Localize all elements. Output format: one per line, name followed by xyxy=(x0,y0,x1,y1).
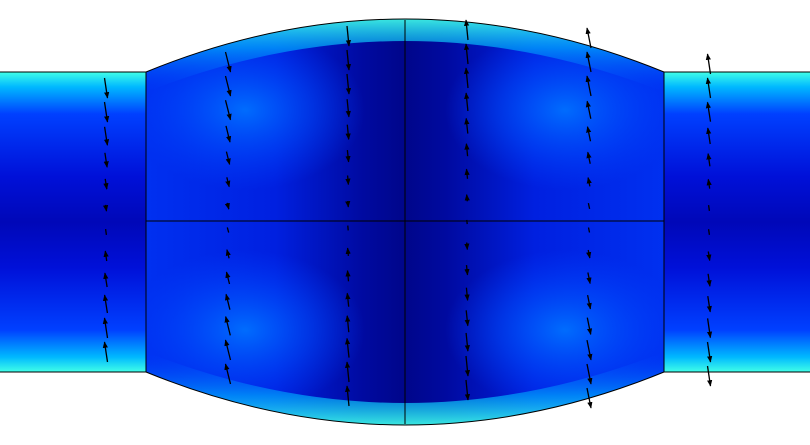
vector-arrow xyxy=(586,363,593,385)
vector-arrow xyxy=(224,51,232,73)
vector-arrow xyxy=(464,242,470,251)
vector-arrow xyxy=(705,77,712,99)
vector-arrow xyxy=(103,178,109,190)
vector-arrow xyxy=(706,153,712,167)
vector-arrow xyxy=(224,339,232,361)
vector-arrow xyxy=(224,315,231,336)
vector-arrow xyxy=(586,387,593,409)
vector-arrow xyxy=(707,205,711,211)
vector-arrow xyxy=(585,27,592,49)
vector-arrow xyxy=(464,332,470,352)
right-pipe-section xyxy=(664,72,810,372)
vector-arrow xyxy=(464,168,470,179)
vector-arrow xyxy=(585,51,592,73)
vector-arrow xyxy=(103,152,109,168)
vector-arrow xyxy=(224,293,231,310)
vector-arrow xyxy=(345,150,351,163)
vector-arrow xyxy=(345,124,351,140)
vector-arrow xyxy=(102,294,109,314)
vector-arrow xyxy=(586,339,593,361)
vector-arrow xyxy=(103,204,109,212)
vector-arrow xyxy=(224,100,232,121)
vector-arrow xyxy=(225,125,232,143)
vector-arrow xyxy=(224,75,232,97)
vector-arrow xyxy=(345,49,352,71)
vector-arrow xyxy=(464,92,470,112)
vector-arrow xyxy=(705,53,712,75)
vector-arrow xyxy=(585,75,592,97)
vector-arrow xyxy=(103,101,110,123)
vector-arrow xyxy=(345,175,351,186)
vector-arrow xyxy=(464,287,470,301)
vector-arrow xyxy=(345,292,351,307)
vector-arrow xyxy=(586,151,592,164)
vector-arrow xyxy=(345,315,351,333)
vector-arrow xyxy=(463,43,470,65)
vector-arrow xyxy=(345,99,351,118)
vector-arrow xyxy=(706,251,712,262)
vector-arrow xyxy=(464,143,470,157)
vector-arrow xyxy=(103,250,109,262)
vector-arrow xyxy=(226,227,230,233)
vector-arrow xyxy=(103,272,109,288)
vector-arrow xyxy=(707,229,711,235)
vector-arrow xyxy=(586,176,592,187)
vector-arrow xyxy=(587,227,591,233)
vector-arrow xyxy=(705,101,712,122)
vector-arrow xyxy=(102,317,109,339)
vector-arrow xyxy=(586,272,592,285)
vector-arrow xyxy=(706,296,712,313)
vector-arrow xyxy=(463,19,470,41)
vector-arrow xyxy=(103,77,110,99)
vector-arrow xyxy=(345,270,351,282)
vector-arrow xyxy=(344,385,351,407)
mesh-outline xyxy=(0,18,810,426)
vector-arrow xyxy=(586,126,592,142)
vector-arrow xyxy=(706,273,712,287)
vector-arrow xyxy=(586,249,592,259)
vector-arrow xyxy=(706,365,713,387)
vector-arrow xyxy=(345,200,351,208)
vector-arrow xyxy=(585,100,592,119)
vector-arrow xyxy=(225,249,231,259)
vector-arrow xyxy=(586,294,592,310)
vector-arrow xyxy=(225,151,231,166)
vector-arrow xyxy=(464,265,470,276)
vector-arrow xyxy=(464,310,470,327)
vector-arrow xyxy=(345,73,352,95)
vector-arrow xyxy=(706,127,712,145)
vector-arrow xyxy=(345,25,352,47)
vector-arrow xyxy=(586,317,593,336)
vector-arrow xyxy=(103,126,110,146)
vector-arrow xyxy=(225,271,231,285)
vector-arrow xyxy=(224,202,230,210)
vector-arrow xyxy=(464,355,471,377)
left-pipe-section xyxy=(0,72,146,372)
vector-arrow xyxy=(224,363,232,385)
vector-arrow xyxy=(464,117,470,134)
vector-arrow xyxy=(464,194,470,202)
vector-arrow xyxy=(706,178,712,189)
vector-arrow xyxy=(706,341,713,363)
vector-arrow xyxy=(225,177,231,188)
vector-arrow xyxy=(464,379,471,401)
vector-arrow xyxy=(345,337,351,358)
vector-arrow xyxy=(344,361,351,383)
vector-arrow xyxy=(587,202,591,210)
vector-arrows xyxy=(102,19,713,409)
vector-arrow xyxy=(345,247,351,256)
vector-arrow xyxy=(102,341,109,363)
vector-arrow xyxy=(463,67,470,89)
vector-arrow xyxy=(706,318,713,339)
vector-arrow xyxy=(104,229,108,235)
